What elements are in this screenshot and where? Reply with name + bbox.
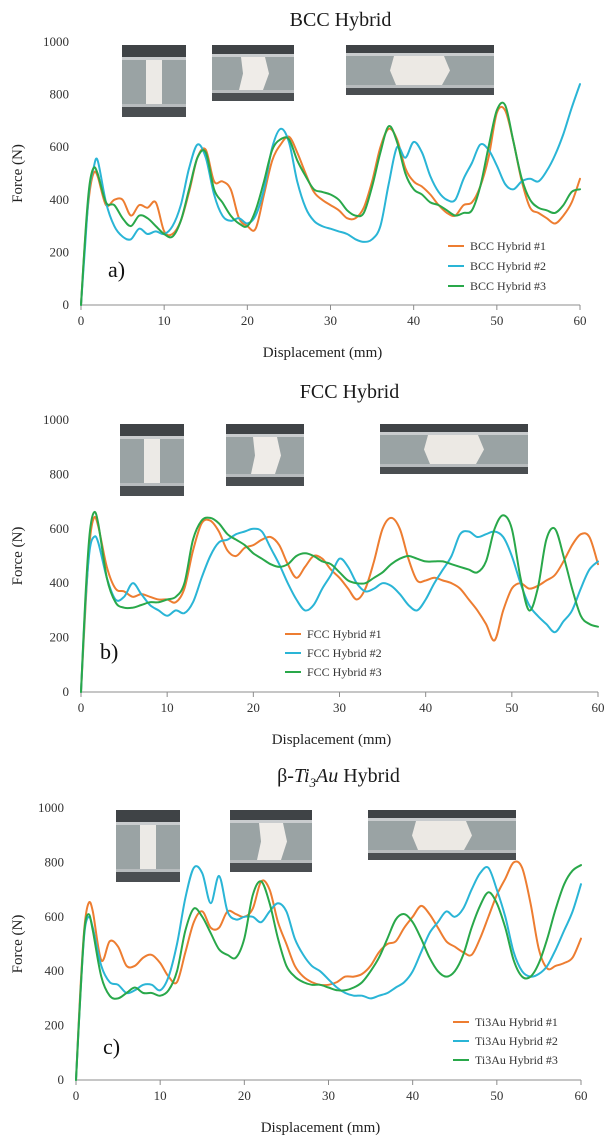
y-tick-label: 200 — [45, 1018, 65, 1033]
legend: Ti3Au Hybrid #1 Ti3Au Hybrid #2 Ti3Au Hybr… — [453, 1015, 558, 1067]
chart-title: BCC Hybrid — [290, 9, 392, 31]
y-tick-label: 1000 — [43, 34, 69, 49]
y-tick-label: 800 — [50, 466, 70, 481]
x-axis-label: Displacement (mm) — [272, 732, 392, 748]
specimen-photo-mid — [212, 45, 294, 101]
y-tick-label: 600 — [50, 521, 70, 536]
y-tick-label: 400 — [45, 963, 65, 978]
x-tick-label: 50 — [490, 313, 503, 328]
specimen-photo-mid — [226, 424, 304, 486]
x-tick-label: 50 — [505, 700, 518, 715]
legend-entry-1: FCC Hybrid #1 — [307, 627, 382, 641]
x-tick-label: 50 — [490, 1088, 503, 1103]
x-tick-label: 20 — [241, 313, 254, 328]
series-line-1 — [80, 515, 599, 693]
x-tick-label: 40 — [407, 313, 420, 328]
x-tick-label: 60 — [574, 313, 587, 328]
y-tick-label: 600 — [50, 139, 70, 154]
legend-entry-2: FCC Hybrid #2 — [307, 646, 382, 660]
y-tick-label: 600 — [45, 909, 65, 924]
series-line-2 — [80, 83, 581, 306]
specimen-photo-final — [346, 45, 494, 95]
y-tick-label: 0 — [63, 297, 70, 312]
y-tick-label: 800 — [45, 854, 65, 869]
x-tick-label: 10 — [158, 313, 171, 328]
legend-entry-2: Ti3Au Hybrid #2 — [475, 1034, 558, 1048]
chart-title-formula-base: Au — [314, 765, 338, 787]
x-tick-label: 30 — [324, 313, 337, 328]
y-tick-label: 0 — [63, 684, 70, 699]
series-line-2 — [80, 527, 599, 693]
series-line-3 — [80, 510, 599, 693]
x-tick-label: 0 — [73, 1088, 80, 1103]
series-line-2 — [75, 865, 582, 1081]
y-tick-label: 800 — [50, 87, 70, 102]
legend-entry-3: Ti3Au Hybrid #3 — [475, 1053, 558, 1067]
legend: BCC Hybrid #1 BCC Hybrid #2 BCC Hybrid #3 — [448, 239, 546, 293]
specimen-photo-final — [368, 810, 516, 860]
x-axis-label: Displacement (mm) — [261, 1120, 381, 1136]
y-axis-label: Force (N) — [10, 915, 26, 974]
specimen-photo-final — [380, 424, 528, 474]
chart-title-suffix: Hybrid — [338, 765, 400, 787]
y-tick-label: 400 — [50, 192, 70, 207]
x-tick-label: 40 — [406, 1088, 419, 1103]
specimen-photo-initial — [122, 45, 186, 117]
series-line-3 — [80, 101, 581, 306]
chart-title: β-Ti3Au Hybrid — [277, 765, 400, 790]
legend-entry-1: Ti3Au Hybrid #1 — [475, 1015, 558, 1029]
panel-label: b) — [100, 639, 118, 664]
chart-title-formula-sub: 3 — [309, 775, 317, 790]
y-axis-label: Force (N) — [10, 144, 26, 203]
specimen-photo-initial — [120, 424, 184, 496]
chart-title: FCC Hybrid — [300, 381, 399, 403]
specimen-photo-mid — [230, 810, 312, 872]
x-tick-label: 20 — [238, 1088, 251, 1103]
specimen-photo-initial — [116, 810, 180, 882]
x-tick-label: 30 — [322, 1088, 335, 1103]
x-tick-label: 0 — [78, 313, 85, 328]
x-axis-label: Displacement (mm) — [263, 345, 383, 361]
panel-label: c) — [103, 1034, 120, 1059]
chart-title-formula-base: Ti — [294, 765, 310, 787]
legend-entry-2: BCC Hybrid #2 — [470, 259, 546, 273]
legend-entry-3: BCC Hybrid #3 — [470, 279, 546, 293]
y-tick-label: 1000 — [38, 800, 64, 815]
x-tick-label: 0 — [78, 700, 85, 715]
y-tick-label: 200 — [50, 244, 70, 259]
x-tick-label: 60 — [575, 1088, 588, 1103]
x-tick-label: 30 — [333, 700, 346, 715]
x-tick-label: 60 — [592, 700, 605, 715]
x-tick-label: 10 — [154, 1088, 167, 1103]
y-axis-label: Force (N) — [10, 527, 26, 586]
series-line-3 — [75, 864, 582, 1081]
legend: FCC Hybrid #1 FCC Hybrid #2 FCC Hybrid #3 — [285, 627, 382, 679]
x-tick-label: 40 — [419, 700, 432, 715]
series-line-1 — [80, 105, 581, 306]
y-tick-label: 200 — [50, 630, 70, 645]
panel-label: a) — [108, 257, 125, 282]
legend-entry-3: FCC Hybrid #3 — [307, 665, 382, 679]
chart-title-prefix: β- — [277, 765, 294, 787]
y-tick-label: 400 — [50, 575, 70, 590]
y-tick-label: 1000 — [43, 412, 69, 427]
y-tick-label: 0 — [58, 1072, 65, 1087]
x-tick-label: 20 — [247, 700, 260, 715]
legend-entry-1: BCC Hybrid #1 — [470, 239, 546, 253]
x-tick-label: 10 — [161, 700, 174, 715]
